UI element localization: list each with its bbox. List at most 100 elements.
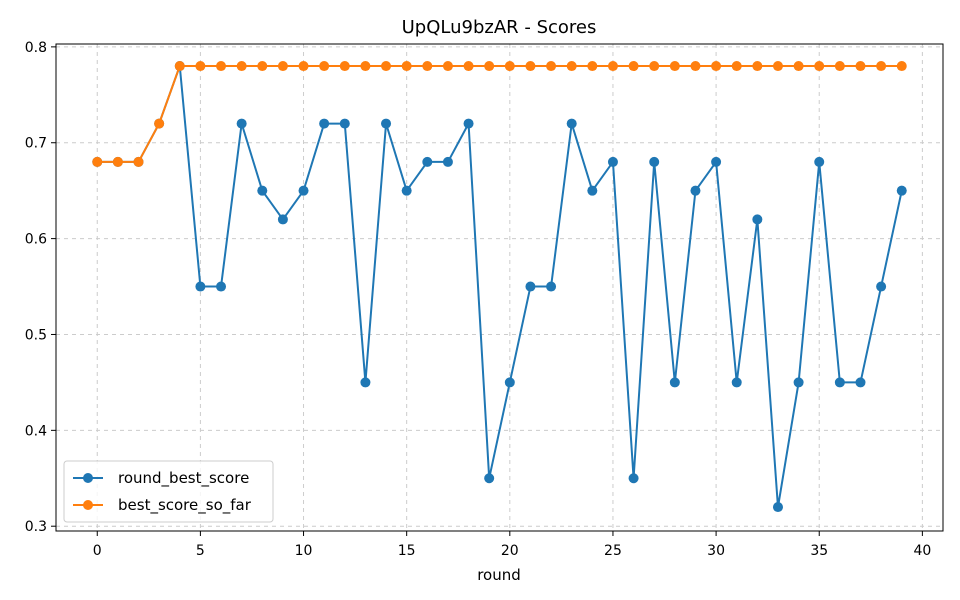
data-point-round-best-score — [772, 502, 783, 513]
data-point-best-score-so-far — [669, 61, 680, 72]
data-point-best-score-so-far — [793, 61, 804, 72]
data-point-round-best-score — [525, 281, 536, 292]
data-point-round-best-score — [834, 377, 845, 388]
data-point-best-score-so-far — [112, 156, 123, 167]
data-point-round-best-score — [876, 281, 887, 292]
data-point-best-score-so-far — [174, 61, 185, 72]
data-point-best-score-so-far — [525, 61, 536, 72]
data-point-best-score-so-far — [319, 61, 330, 72]
data-point-round-best-score — [896, 185, 907, 196]
data-point-round-best-score — [649, 156, 660, 167]
grid — [56, 44, 943, 531]
plot-frame — [55, 43, 944, 532]
y-axis: 0.3 0.4 0.5 0.6 0.7 0.8 — [25, 40, 56, 535]
data-point-best-score-so-far — [484, 61, 495, 72]
data-point-best-score-so-far — [566, 61, 577, 72]
legend-marker-best-score-so-far — [83, 500, 93, 510]
legend: round_best_score best_score_so_far — [63, 460, 274, 523]
y-tick-label: 0.3 — [25, 519, 47, 535]
data-point-best-score-so-far — [504, 61, 515, 72]
data-point-round-best-score — [360, 377, 371, 388]
data-point-round-best-score — [339, 118, 350, 129]
data-point-round-best-score — [484, 473, 495, 484]
data-point-round-best-score — [422, 156, 433, 167]
data-point-best-score-so-far — [855, 61, 866, 72]
data-point-best-score-so-far — [257, 61, 268, 72]
data-point-round-best-score — [628, 473, 639, 484]
data-point-best-score-so-far — [339, 61, 350, 72]
data-point-round-best-score — [257, 185, 268, 196]
data-point-best-score-so-far — [628, 61, 639, 72]
data-point-round-best-score — [442, 156, 453, 167]
data-point-best-score-so-far — [133, 156, 144, 167]
legend-label-best-score-so-far: best_score_so_far — [118, 496, 252, 515]
data-point-round-best-score — [236, 118, 247, 129]
x-tick-label: 5 — [196, 543, 205, 559]
legend-marker-round-best-score — [83, 473, 93, 483]
data-point-best-score-so-far — [422, 61, 433, 72]
data-point-round-best-score — [855, 377, 866, 388]
data-point-round-best-score — [566, 118, 577, 129]
data-point-best-score-so-far — [401, 61, 412, 72]
chart-title: UpQLu9bzAR - Scores — [402, 17, 597, 38]
data-point-round-best-score — [216, 281, 227, 292]
x-tick-label: 40 — [913, 543, 931, 559]
data-point-best-score-so-far — [690, 61, 701, 72]
legend-label-round-best-score: round_best_score — [118, 469, 249, 488]
data-point-best-score-so-far — [834, 61, 845, 72]
data-point-round-best-score — [381, 118, 392, 129]
data-point-best-score-so-far — [236, 61, 247, 72]
data-point-round-best-score — [752, 214, 763, 225]
data-point-best-score-so-far — [587, 61, 598, 72]
y-tick-label: 0.7 — [25, 136, 47, 152]
x-tick-label: 15 — [398, 543, 416, 559]
legend-box — [63, 460, 274, 523]
y-tick-label: 0.6 — [25, 232, 47, 248]
series-layer — [92, 61, 907, 513]
x-tick-label: 0 — [93, 543, 102, 559]
series-line-round-best-score — [97, 65, 903, 509]
data-point-best-score-so-far — [154, 118, 165, 129]
data-point-round-best-score — [319, 118, 330, 129]
data-point-best-score-so-far — [277, 61, 288, 72]
data-point-round-best-score — [504, 377, 515, 388]
data-point-best-score-so-far — [896, 61, 907, 72]
data-point-best-score-so-far — [216, 61, 227, 72]
x-axis-label: round — [477, 566, 521, 584]
data-point-round-best-score — [814, 156, 825, 167]
data-point-best-score-so-far — [731, 61, 742, 72]
data-point-best-score-so-far — [876, 61, 887, 72]
data-point-best-score-so-far — [711, 61, 722, 72]
data-point-best-score-so-far — [92, 156, 103, 167]
data-point-best-score-so-far — [195, 61, 206, 72]
series-line-best-score-so-far — [97, 65, 902, 163]
series-round-best-score — [92, 61, 907, 513]
data-point-best-score-so-far — [814, 61, 825, 72]
data-point-best-score-so-far — [772, 61, 783, 72]
x-tick-label: 10 — [295, 543, 313, 559]
data-point-best-score-so-far — [752, 61, 763, 72]
data-point-round-best-score — [607, 156, 618, 167]
x-tick-label: 35 — [810, 543, 828, 559]
data-point-round-best-score — [711, 156, 722, 167]
data-point-best-score-so-far — [298, 61, 309, 72]
data-point-round-best-score — [690, 185, 701, 196]
y-tick-label: 0.5 — [25, 327, 47, 343]
y-tick-label: 0.4 — [25, 423, 47, 439]
data-point-best-score-so-far — [463, 61, 474, 72]
x-tick-label: 20 — [501, 543, 519, 559]
x-tick-label: 30 — [707, 543, 725, 559]
x-tick-label: 25 — [604, 543, 622, 559]
data-point-best-score-so-far — [649, 61, 660, 72]
data-point-best-score-so-far — [381, 61, 392, 72]
x-axis: 0 5 10 15 20 25 30 35 40 — [93, 531, 931, 559]
data-point-best-score-so-far — [607, 61, 618, 72]
data-point-round-best-score — [546, 281, 557, 292]
data-point-round-best-score — [587, 185, 598, 196]
data-point-round-best-score — [298, 185, 309, 196]
data-point-best-score-so-far — [442, 61, 453, 72]
data-point-round-best-score — [277, 214, 288, 225]
data-point-best-score-so-far — [546, 61, 557, 72]
data-point-round-best-score — [401, 185, 412, 196]
